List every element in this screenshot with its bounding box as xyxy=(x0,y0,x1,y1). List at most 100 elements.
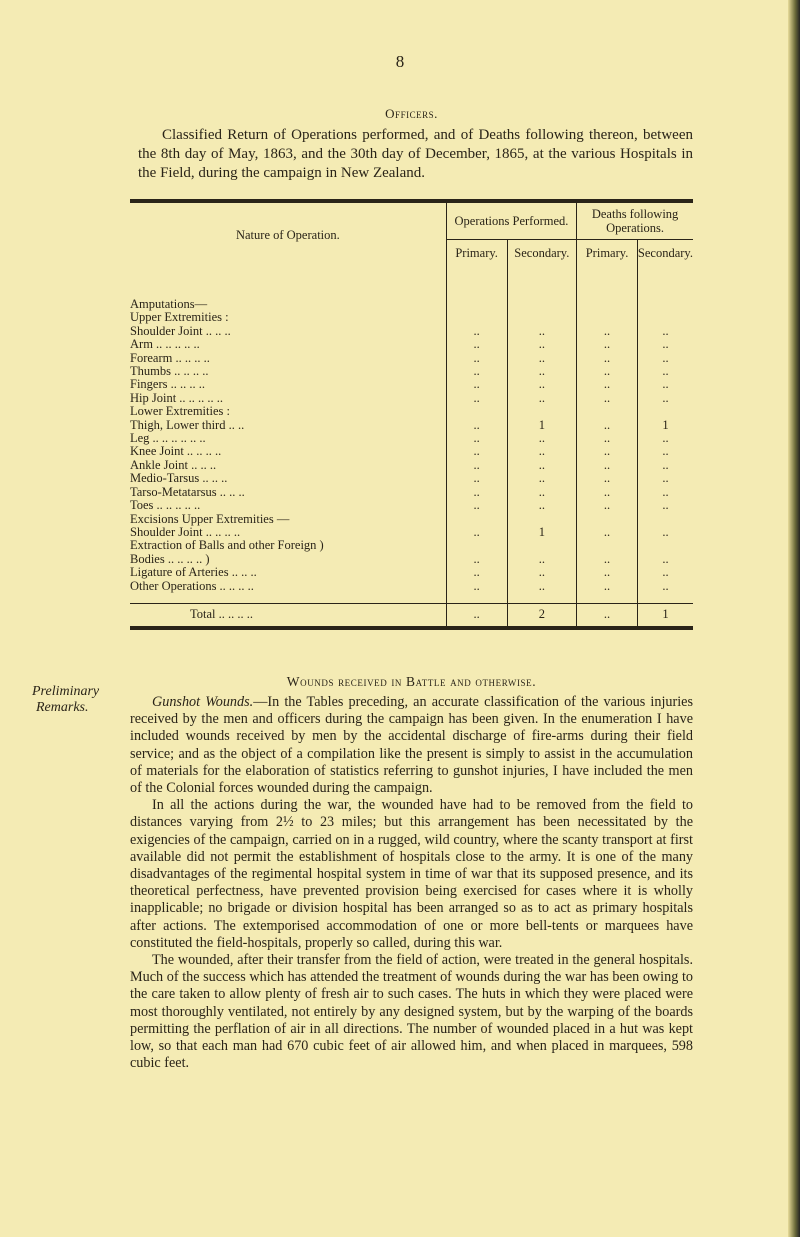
row-value: .. xyxy=(636,324,693,339)
row-value: .. xyxy=(576,525,638,540)
margin-note-line: Preliminary xyxy=(32,684,100,699)
row-value: .. xyxy=(636,458,693,473)
table-row: Leg .. .. .. .. .. .......... xyxy=(130,431,693,446)
operations-table: Nature of Operation. Operations Performe… xyxy=(130,199,693,630)
row-label: Other Operations .. .. .. .. xyxy=(130,579,254,593)
row-label: Extraction of Balls and other Foreign ) xyxy=(130,539,324,553)
table-row: Upper Extremities : xyxy=(130,311,693,325)
row-value xyxy=(445,512,508,526)
row-value: .. xyxy=(445,418,508,433)
row-value: .. xyxy=(636,525,693,540)
row-value: .. xyxy=(636,579,693,593)
row-value: .. xyxy=(506,565,577,580)
table-row: Shoulder Joint .. .. .......... xyxy=(130,324,693,339)
paragraph: In all the actions during the war, the w… xyxy=(130,797,693,952)
row-value: .. xyxy=(576,565,638,580)
row-label: Tarso-Metatarsus .. .. .. xyxy=(130,485,245,499)
table-row: Thumbs .. .. .. .......... xyxy=(130,364,693,379)
row-value: 1 xyxy=(506,525,577,540)
row-value: .. xyxy=(445,351,508,366)
row-label: Shoulder Joint .. .. .. xyxy=(130,324,231,338)
row-label: Thigh, Lower third .. .. xyxy=(130,418,245,432)
total-label: Total .. .. .. .. xyxy=(130,602,447,628)
row-value: .. xyxy=(576,364,638,379)
row-value: .. xyxy=(506,391,577,406)
row-value: .. xyxy=(445,579,508,593)
row-label: Ligature of Arteries .. .. .. xyxy=(130,566,257,580)
row-value: .. xyxy=(576,579,638,593)
table-caption: Classified Return of Operations performe… xyxy=(138,127,693,181)
paragraph-lead: Gunshot Wounds. xyxy=(152,694,254,710)
row-value: .. xyxy=(445,565,508,580)
row-value: .. xyxy=(506,351,577,366)
row-label: Fingers .. .. .. .. xyxy=(130,378,205,392)
row-value: .. xyxy=(576,337,638,352)
col-nature-of-operation: Nature of Operation. xyxy=(235,227,340,242)
table-row: Fingers .. .. .. .......... xyxy=(130,378,693,392)
row-value: .. xyxy=(636,485,693,500)
total-value: .. xyxy=(445,602,508,628)
table-row: Knee Joint .. .. .. .......... xyxy=(130,445,693,459)
table-row: Other Operations .. .. .. .......... xyxy=(130,579,693,593)
total-value: 1 xyxy=(636,602,693,628)
col-deaths-primary: Primary. xyxy=(576,239,638,266)
row-value: .. xyxy=(506,579,577,593)
row-value: .. xyxy=(636,378,693,392)
row-value xyxy=(445,539,508,553)
row-value: .. xyxy=(506,324,577,339)
spacer-row xyxy=(130,592,693,604)
row-value: .. xyxy=(445,364,508,379)
row-value xyxy=(445,405,508,419)
row-label: Arm .. .. .. .. .. xyxy=(130,338,200,352)
row-value: .. xyxy=(445,552,508,567)
row-value: .. xyxy=(576,431,638,446)
row-value: .. xyxy=(576,351,638,366)
row-value xyxy=(576,266,638,312)
row-value: .. xyxy=(506,364,577,379)
row-value: .. xyxy=(636,445,693,459)
table-row: Tarso-Metatarsus .. .. .......... xyxy=(130,485,693,500)
row-value: .. xyxy=(445,378,508,392)
table-row: Bodies .. .. .. .. )........ xyxy=(130,552,693,567)
table-row: Thigh, Lower third .. .... 1.. 1 xyxy=(130,418,693,433)
row-value: .. xyxy=(506,378,577,392)
row-value: 1 xyxy=(636,418,693,433)
table-row: Ligature of Arteries .. .. .......... xyxy=(130,565,693,580)
col-deaths-following: Deaths following Operations. xyxy=(576,201,693,240)
table-row: Toes .. .. .. .. .......... xyxy=(130,498,693,513)
paragraph-text: The wounded, after their transfer from t… xyxy=(130,952,693,1072)
row-value: .. xyxy=(445,431,508,446)
row-value: .. xyxy=(506,498,577,513)
row-value: .. xyxy=(445,391,508,406)
row-value: .. xyxy=(576,445,638,459)
row-value: .. xyxy=(506,431,577,446)
paragraph-text: —In the Tables preceding, an accurate cl… xyxy=(130,694,693,797)
row-value: .. xyxy=(576,485,638,500)
row-value: .. xyxy=(445,458,508,473)
row-value xyxy=(506,311,577,325)
row-value: 1 xyxy=(506,418,577,433)
table-row: Amputations— xyxy=(130,266,693,312)
table-row: Lower Extremities : xyxy=(130,405,693,419)
section-title: Officers. xyxy=(385,106,438,121)
row-value xyxy=(636,512,693,526)
page-number: 8 xyxy=(395,52,405,71)
row-value: .. xyxy=(636,471,693,486)
row-value xyxy=(506,266,577,312)
row-value xyxy=(506,539,577,553)
row-value: .. xyxy=(506,471,577,486)
row-value: .. xyxy=(576,418,638,433)
row-value: .. xyxy=(576,458,638,473)
row-value: .. xyxy=(576,391,638,406)
row-value: .. xyxy=(636,364,693,379)
row-value: .. xyxy=(636,391,693,406)
row-value xyxy=(506,512,577,526)
row-label: Forearm .. .. .. .. xyxy=(130,351,210,365)
row-value xyxy=(636,405,693,419)
row-value: .. xyxy=(506,485,577,500)
table-row: Hip Joint .. .. .. .. .......... xyxy=(130,391,693,406)
row-label: Ankle Joint .. .. .. xyxy=(130,458,217,472)
row-value: .. xyxy=(445,445,508,459)
row-label: Knee Joint .. .. .. .. xyxy=(130,445,222,459)
table-row: Arm .. .. .. .. .......... xyxy=(130,337,693,352)
